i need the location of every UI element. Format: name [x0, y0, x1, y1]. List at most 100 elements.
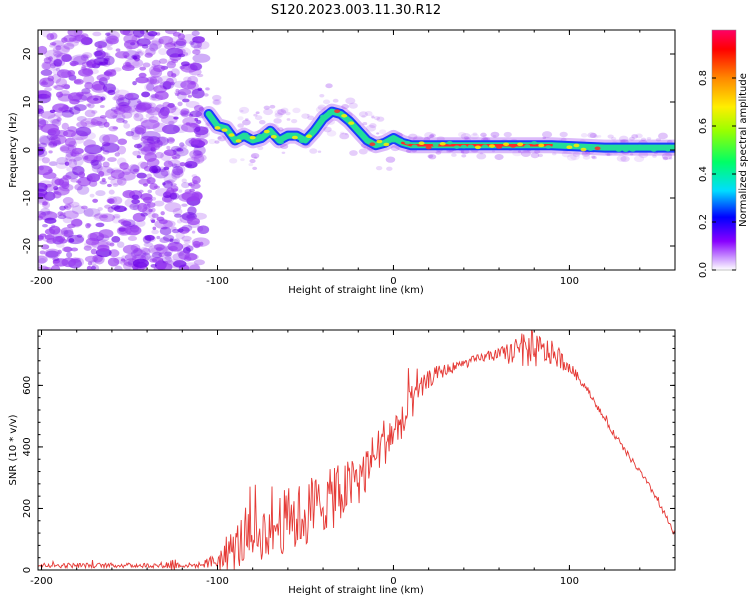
noise-blob	[560, 137, 567, 142]
noise-blob	[537, 153, 544, 158]
noise-blob	[174, 213, 182, 218]
noise-blob	[136, 172, 147, 179]
noise-blob	[76, 116, 87, 122]
noise-blob	[181, 235, 192, 242]
noise-blob	[64, 161, 70, 166]
noise-blob	[149, 253, 164, 262]
noise-blob	[88, 180, 98, 187]
noise-blob	[162, 246, 174, 255]
noise-blob	[534, 149, 541, 154]
noise-blob	[83, 139, 96, 148]
noise-blob	[188, 68, 202, 76]
noise-blob	[70, 218, 83, 228]
noise-blob	[665, 152, 673, 157]
noise-blob	[147, 211, 156, 219]
noise-blob	[157, 259, 164, 264]
noise-blob	[108, 189, 115, 195]
noise-blob	[64, 158, 73, 166]
ridge-spot	[503, 142, 510, 147]
noise-blob	[591, 156, 597, 160]
noise-blob	[39, 233, 47, 238]
noise-blob	[159, 226, 172, 236]
noise-blob	[254, 115, 263, 121]
noise-blob	[217, 135, 227, 142]
noise-blob	[98, 44, 103, 49]
noise-blob	[65, 150, 74, 158]
noise-blob	[61, 83, 71, 89]
noise-blob	[90, 265, 97, 270]
noise-blob	[191, 88, 205, 99]
noise-blob	[69, 106, 81, 115]
noise-blob	[248, 162, 254, 167]
noise-blob	[189, 188, 195, 192]
noise-blob	[242, 119, 251, 126]
noise-blob	[52, 258, 69, 267]
noise-blob	[41, 61, 52, 70]
ridge-spot	[566, 145, 573, 149]
ridge-spot	[256, 133, 263, 138]
noise-blob	[124, 191, 131, 196]
noise-blob	[132, 258, 149, 269]
y-tick-label: 0	[22, 147, 33, 153]
noise-blob	[162, 101, 171, 108]
noise-blob	[50, 264, 61, 270]
noise-blob	[361, 115, 366, 119]
ridge-spot	[369, 142, 376, 147]
noise-blob	[194, 36, 204, 45]
noise-blob	[94, 40, 108, 49]
noise-blob	[78, 171, 86, 178]
noise-blob	[101, 142, 120, 153]
noise-blob	[183, 52, 189, 56]
noise-blob	[160, 211, 165, 216]
noise-blob	[520, 150, 531, 157]
noise-blob	[66, 223, 76, 229]
noise-blob	[163, 173, 177, 184]
noise-blob	[137, 202, 148, 213]
noise-blob	[581, 150, 591, 157]
noise-blob	[177, 250, 185, 257]
noise-blob	[93, 97, 99, 101]
noise-blob	[53, 185, 59, 191]
noise-blob	[191, 176, 201, 185]
noise-blob	[94, 50, 106, 59]
noise-blob	[580, 133, 588, 138]
noise-blob	[113, 107, 126, 115]
noise-blob	[176, 148, 184, 152]
noise-blob	[114, 265, 123, 270]
noise-blob	[517, 150, 522, 153]
noise-blob	[104, 69, 117, 77]
noise-blob	[192, 36, 205, 44]
noise-blob	[470, 133, 479, 140]
ridge-spot	[397, 138, 404, 143]
noise-blob	[217, 136, 222, 140]
noise-blob	[428, 134, 435, 138]
noise-blob	[42, 223, 48, 228]
noise-blob	[168, 120, 175, 126]
noise-blob	[428, 154, 437, 160]
noise-blob	[635, 133, 643, 139]
noise-blob	[490, 131, 500, 138]
noise-blob	[164, 202, 182, 213]
noise-blob	[254, 156, 258, 159]
noise-blob	[181, 243, 191, 249]
ridge-spot	[284, 135, 291, 139]
noise-blob	[408, 133, 418, 140]
noise-blob	[52, 257, 60, 261]
noise-blob	[75, 126, 92, 137]
noise-blob	[345, 97, 356, 105]
noise-blob	[144, 234, 155, 241]
noise-blob	[214, 140, 220, 144]
noise-blob	[38, 211, 47, 218]
noise-blob	[167, 138, 175, 142]
ridge-spot	[327, 109, 334, 114]
noise-blob	[87, 102, 95, 109]
noise-blob	[114, 152, 121, 157]
noise-blob	[50, 136, 61, 145]
noise-blob	[158, 219, 168, 225]
noise-blob	[189, 264, 201, 270]
noise-blob	[491, 150, 496, 153]
noise-blob	[187, 217, 200, 226]
noise-blob	[203, 126, 209, 130]
noise-blob	[177, 48, 186, 54]
noise-blob	[180, 80, 197, 90]
